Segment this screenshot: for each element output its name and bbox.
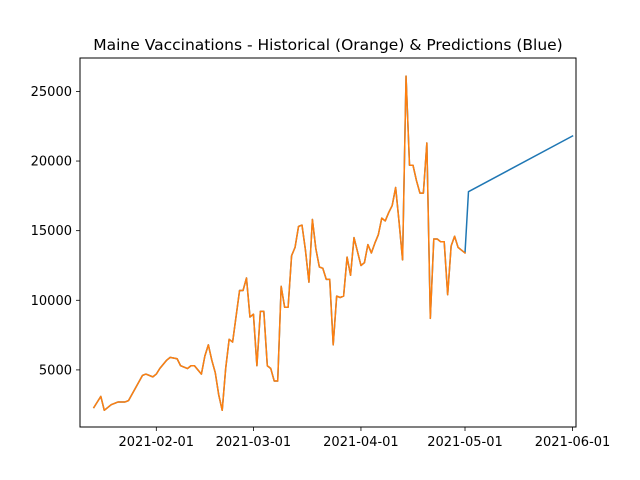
y-tick-label: 15000 bbox=[31, 224, 72, 239]
x-axis: 2021-02-01 2021-03-01 2021-04-01 2021-05-01… bbox=[119, 427, 611, 450]
y-tick-label: 10000 bbox=[31, 294, 72, 309]
y-tick-label: 20000 bbox=[31, 155, 72, 170]
y-tick-label: 25000 bbox=[31, 85, 72, 100]
x-tick-label: 2021-03-01 bbox=[216, 435, 292, 450]
y-tick-label: 5000 bbox=[39, 363, 72, 378]
x-tick-label: 2021-05-01 bbox=[427, 435, 503, 450]
x-tick-label: 2021-06-01 bbox=[535, 435, 611, 450]
y-axis: 5000 10000 15000 20000 25000 bbox=[31, 85, 80, 378]
plot-frame bbox=[79, 57, 577, 428]
x-tick-label: 2021-02-01 bbox=[119, 435, 195, 450]
x-tick-label: 2021-04-01 bbox=[323, 435, 399, 450]
series-layer bbox=[92, 75, 574, 412]
series-1-line bbox=[92, 75, 467, 412]
chart-title: Maine Vaccinations - Historical (Orange)… bbox=[93, 36, 562, 54]
